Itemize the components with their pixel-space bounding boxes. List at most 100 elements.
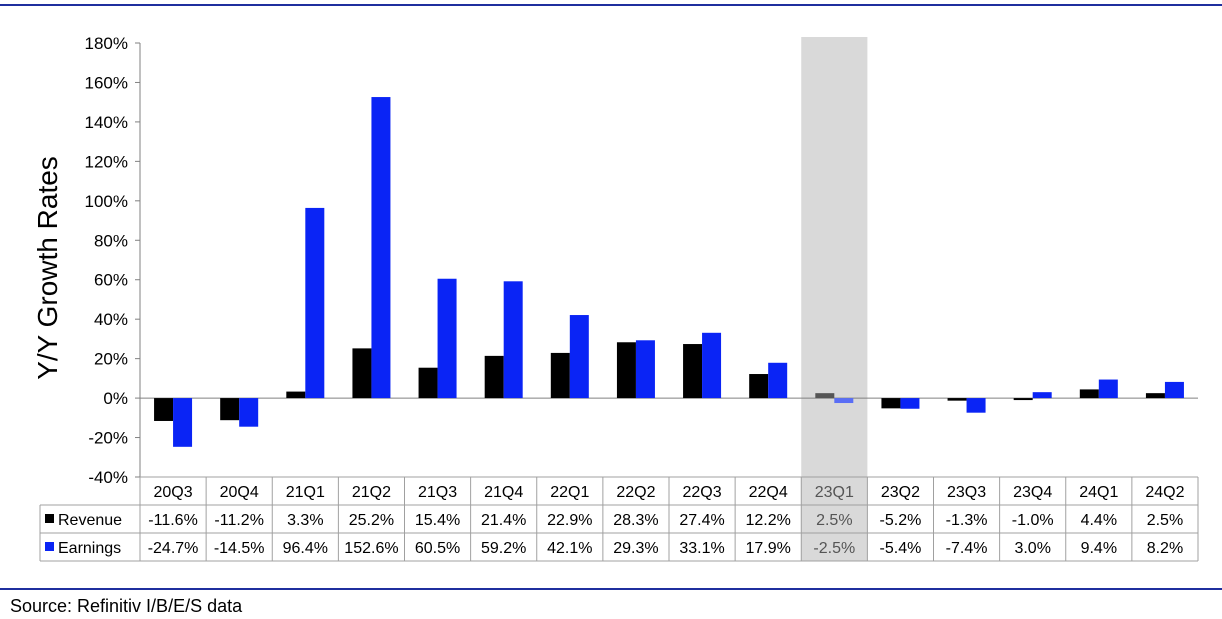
- earnings-data-label: 33.1%: [679, 540, 724, 557]
- revenue-data-label: 12.2%: [746, 512, 791, 529]
- earnings-data-label: 60.5%: [415, 540, 460, 557]
- x-tick-label: 21Q1: [286, 484, 325, 501]
- y-tick-label: 120%: [85, 152, 128, 171]
- x-tick-label: 23Q4: [1013, 484, 1052, 501]
- earnings-bar-22Q3: [702, 332, 722, 399]
- earnings-data-label: 8.2%: [1147, 540, 1183, 557]
- x-tick-label: 23Q3: [947, 484, 986, 501]
- revenue-bar-24Q2: [1145, 393, 1165, 399]
- earnings-bar-22Q1: [569, 315, 589, 399]
- revenue-bar-22Q4: [749, 374, 769, 399]
- x-tick-label: 20Q3: [153, 484, 192, 501]
- earnings-data-label: -5.4%: [880, 540, 922, 557]
- earnings-bar-23Q3: [966, 398, 986, 413]
- y-tick-label: 40%: [94, 310, 128, 329]
- earnings-data-label: 3.0%: [1014, 540, 1050, 557]
- x-tick-label: 22Q2: [616, 484, 655, 501]
- x-tick-label: 21Q3: [418, 484, 457, 501]
- revenue-data-label: -1.0%: [1012, 512, 1054, 529]
- y-tick-label: 80%: [94, 231, 128, 250]
- x-tick-label: 20Q4: [220, 484, 259, 501]
- earnings-data-label: -2.5%: [813, 540, 855, 557]
- x-tick-label: 22Q4: [749, 484, 788, 501]
- earnings-bar-20Q4: [239, 398, 259, 427]
- revenue-data-label: 22.9%: [547, 512, 592, 529]
- revenue-data-label: -5.2%: [880, 512, 922, 529]
- y-tick-label: 180%: [85, 34, 128, 53]
- revenue-bar-23Q2: [881, 398, 901, 409]
- x-tick-label: 22Q3: [682, 484, 721, 501]
- revenue-bar-23Q4: [1013, 398, 1033, 401]
- revenue-data-label: 27.4%: [679, 512, 724, 529]
- earnings-data-label: 152.6%: [344, 540, 398, 557]
- earnings-bar-21Q3: [437, 278, 457, 399]
- revenue-bar-22Q3: [683, 344, 703, 399]
- earnings-data-label: 9.4%: [1081, 540, 1117, 557]
- earnings-bar-21Q2: [371, 97, 391, 399]
- revenue-bar-20Q4: [220, 398, 240, 421]
- earnings-bar-21Q1: [305, 207, 325, 399]
- earnings-bar-21Q4: [503, 281, 523, 399]
- revenue-bar-21Q3: [418, 367, 438, 399]
- revenue-bar-20Q3: [154, 398, 174, 421]
- x-tick-label: 22Q1: [550, 484, 589, 501]
- source-note: Source: Refinitiv I/B/E/S data: [10, 596, 243, 616]
- earnings-data-label: -7.4%: [946, 540, 988, 557]
- y-tick-label: 140%: [85, 113, 128, 132]
- revenue-bar-21Q2: [352, 348, 372, 399]
- revenue-data-label: 21.4%: [481, 512, 526, 529]
- revenue-data-label: -11.2%: [214, 512, 264, 529]
- x-tick-label: 23Q2: [881, 484, 920, 501]
- revenue-bar-24Q1: [1079, 389, 1099, 399]
- revenue-data-label: -11.6%: [148, 512, 198, 529]
- y-tick-label: 160%: [85, 73, 128, 92]
- earnings-data-label: 29.3%: [613, 540, 658, 557]
- earnings-data-label: 17.9%: [746, 540, 791, 557]
- y-tick-label: -20%: [88, 429, 128, 448]
- revenue-legend-label: Revenue: [58, 512, 122, 529]
- revenue-data-label: 2.5%: [816, 512, 852, 529]
- x-tick-label: 23Q1: [815, 484, 854, 501]
- revenue-data-label: 2.5%: [1147, 512, 1183, 529]
- earnings-data-label: 59.2%: [481, 540, 526, 557]
- earnings-bar-23Q4: [1032, 392, 1052, 399]
- earnings-legend-swatch: [45, 542, 54, 551]
- revenue-legend-swatch: [45, 514, 54, 523]
- top-rule: [0, 4, 1222, 6]
- earnings-legend-label: Earnings: [58, 540, 121, 557]
- revenue-data-label: 28.3%: [613, 512, 658, 529]
- y-tick-label: -40%: [88, 468, 128, 487]
- earnings-bar-23Q1: [834, 398, 854, 404]
- revenue-data-label: 15.4%: [415, 512, 460, 529]
- revenue-data-label: 4.4%: [1081, 512, 1117, 529]
- x-tick-label: 21Q4: [484, 484, 523, 501]
- earnings-bar-23Q2: [900, 398, 920, 409]
- x-tick-label: 24Q2: [1145, 484, 1184, 501]
- revenue-bar-21Q4: [484, 355, 504, 399]
- highlight-column: [801, 37, 868, 561]
- y-axis-label: Y/Y Growth Rates: [32, 156, 63, 380]
- y-tick-label: 20%: [94, 350, 128, 369]
- revenue-data-label: -1.3%: [946, 512, 988, 529]
- earnings-bar-24Q1: [1098, 379, 1118, 399]
- x-tick-label: 24Q1: [1079, 484, 1118, 501]
- earnings-data-label: -14.5%: [214, 540, 265, 557]
- earnings-data-label: 42.1%: [547, 540, 592, 557]
- x-tick-label: 21Q2: [352, 484, 391, 501]
- y-tick-label: 100%: [85, 192, 128, 211]
- revenue-bar-22Q1: [550, 352, 570, 399]
- earnings-data-label: -24.7%: [148, 540, 199, 557]
- y-tick-label: 60%: [94, 271, 128, 290]
- earnings-bar-22Q2: [635, 340, 655, 399]
- growth-rate-chart: -40% -20% 0% 20% 40% 60% 80% 100% 120% 140% 160% 18…: [32, 34, 1199, 562]
- earnings-bar-24Q2: [1164, 381, 1184, 399]
- bottom-rule: [0, 588, 1222, 590]
- earnings-bar-22Q4: [768, 362, 788, 399]
- earnings-data-label: 96.4%: [283, 540, 328, 557]
- earnings-bar-20Q3: [173, 398, 193, 447]
- revenue-bar-23Q3: [947, 398, 967, 401]
- revenue-data-label: 25.2%: [349, 512, 394, 529]
- revenue-bar-22Q2: [616, 342, 636, 399]
- revenue-bar-21Q1: [286, 391, 306, 399]
- revenue-data-label: 3.3%: [287, 512, 323, 529]
